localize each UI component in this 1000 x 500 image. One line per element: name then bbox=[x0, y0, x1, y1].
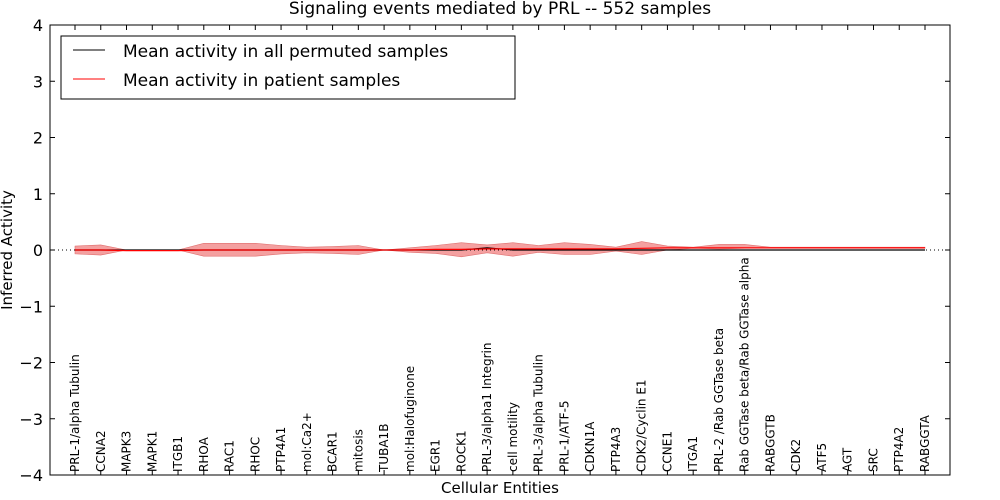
x-tick-label: RABGGTB bbox=[764, 414, 778, 472]
legend-box bbox=[60, 35, 516, 100]
y-tick-label: 4 bbox=[33, 16, 43, 35]
x-tick-label: cell motility bbox=[506, 402, 520, 472]
legend-label-permuted: Mean activity in all permuted samples bbox=[123, 42, 448, 62]
y-tick-label: −4 bbox=[19, 466, 43, 485]
y-tick-label: 2 bbox=[33, 129, 43, 148]
x-tick-label: PRL-3/alpha Tubulin bbox=[532, 354, 546, 472]
x-tick-label: PRL-1/alpha Tubulin bbox=[68, 354, 82, 472]
legend: Mean activity in all permuted samples Me… bbox=[60, 35, 516, 100]
chart-title: Signaling events mediated by PRL -- 552 … bbox=[289, 0, 711, 19]
x-tick-label: PRL-3/alpha1 Integrin bbox=[480, 343, 494, 473]
y-axis-label: Inferred Activity bbox=[0, 190, 16, 310]
x-tick-label: RAC1 bbox=[223, 440, 237, 472]
x-tick-label: PTP4A2 bbox=[892, 427, 906, 472]
y-tick-label: −2 bbox=[19, 354, 43, 373]
y-tick-label: 1 bbox=[33, 185, 43, 204]
plot-area bbox=[50, 241, 950, 258]
x-tick-label: ITGA1 bbox=[686, 436, 700, 472]
x-tick-label: PRL-2 /Rab GGTase beta bbox=[712, 328, 726, 472]
x-tick-label: CDK2 bbox=[789, 439, 803, 472]
x-tick-label: TUBA1B bbox=[377, 424, 391, 473]
x-tick-label: CDK2/Cyclin E1 bbox=[635, 379, 649, 472]
y-tick-label: −3 bbox=[19, 410, 43, 429]
x-tick-label: MAPK1 bbox=[145, 431, 159, 472]
x-tick-label: ITGB1 bbox=[171, 436, 185, 472]
x-tick-label: PTP4A1 bbox=[274, 427, 288, 472]
y-tick-label: −1 bbox=[19, 297, 43, 316]
x-tick-label: RABGGTA bbox=[918, 414, 932, 472]
x-axis: PRL-1/alpha Tubulin CCNA2 MAPK3 MAPK1 ITGB1 R… bbox=[68, 25, 932, 475]
x-tick-label: RHOC bbox=[248, 437, 262, 472]
x-tick-label: mol:Halofuginone bbox=[403, 366, 417, 472]
series-line-patient bbox=[75, 247, 925, 252]
x-tick-label: ROCK1 bbox=[454, 430, 468, 472]
x-tick-label: mitosis bbox=[351, 429, 365, 472]
x-tick-label: ATF5 bbox=[815, 443, 829, 472]
x-tick-label: mol:Ca2+ bbox=[300, 412, 314, 472]
x-tick-label: PRL-1/ATF-5 bbox=[557, 400, 571, 472]
x-tick-label: CDKN1A bbox=[583, 421, 597, 472]
x-axis-label: Cellular Entities bbox=[441, 479, 559, 497]
legend-label-patient: Mean activity in patient samples bbox=[123, 71, 400, 91]
x-tick-label: CCNE1 bbox=[660, 431, 674, 472]
x-tick-label: EGR1 bbox=[429, 439, 443, 472]
x-tick-label: BCAR1 bbox=[326, 431, 340, 472]
x-tick-label: MAPK3 bbox=[120, 431, 134, 472]
x-tick-label: CCNA2 bbox=[94, 430, 108, 472]
x-tick-label: SRC bbox=[867, 448, 881, 472]
y-tick-label: 0 bbox=[33, 241, 43, 260]
y-axis: −4 −3 −2 −1 0 1 2 3 4 bbox=[19, 16, 950, 485]
y-tick-label: 3 bbox=[33, 72, 43, 91]
x-tick-label: Rab GGTase beta/Rab GGTase alpha bbox=[738, 257, 752, 472]
x-tick-label: AGT bbox=[841, 447, 855, 472]
x-tick-label: RHOA bbox=[197, 436, 211, 472]
x-tick-label: PTP4A3 bbox=[609, 427, 623, 472]
